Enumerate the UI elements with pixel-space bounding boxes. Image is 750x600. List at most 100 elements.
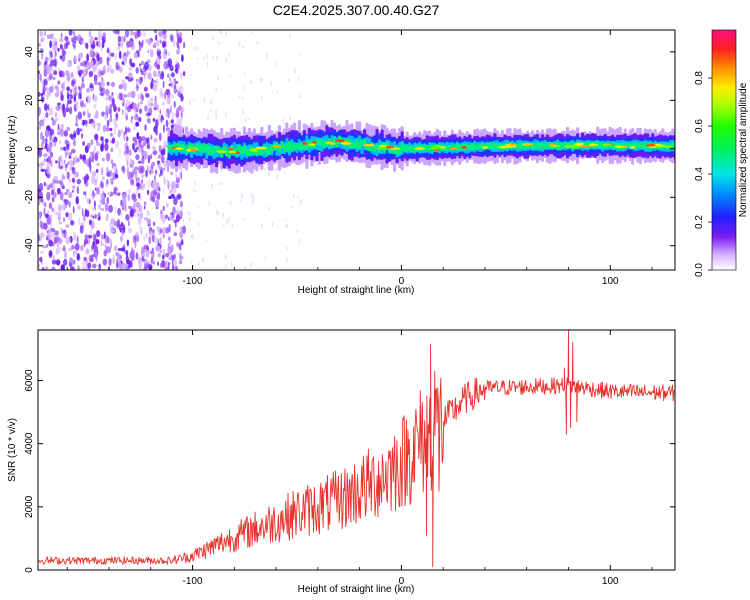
noise-cell — [93, 74, 98, 81]
noise-cell — [167, 51, 171, 57]
noise-cell — [62, 71, 65, 78]
noise-cell — [127, 171, 132, 180]
noise-cell — [155, 169, 158, 175]
y-tick-label: 4000 — [24, 432, 35, 455]
noise-cell — [250, 80, 252, 85]
noise-cell — [225, 57, 228, 64]
noise-cell — [205, 239, 208, 242]
signal-cell — [300, 142, 304, 150]
noise-cell — [46, 165, 50, 175]
noise-cell — [60, 44, 63, 50]
noise-cell — [38, 199, 41, 206]
noise-cell — [71, 219, 73, 226]
noise-cell — [39, 220, 43, 228]
noise-cell — [261, 222, 263, 228]
noise-cell — [121, 99, 124, 104]
noise-cell — [243, 217, 246, 221]
noise-cell — [153, 187, 156, 197]
noise-cell — [45, 183, 49, 188]
noise-cell — [47, 230, 53, 238]
noise-cell — [67, 40, 70, 46]
noise-cell — [48, 49, 51, 56]
noise-cell — [188, 217, 191, 221]
noise-cell — [91, 194, 95, 200]
signal-peak-cell — [175, 147, 184, 150]
noise-cell — [43, 181, 47, 187]
noise-cell — [131, 116, 134, 120]
signal-cell — [265, 147, 269, 156]
noise-cell — [181, 54, 184, 63]
noise-cell — [150, 230, 152, 239]
noise-cell — [38, 125, 42, 130]
noise-cell — [147, 179, 152, 189]
noise-cell — [149, 38, 152, 45]
noise-cell — [94, 207, 96, 211]
noise-cell — [176, 194, 181, 200]
noise-cell — [124, 108, 129, 118]
noise-cell — [92, 215, 95, 219]
noise-cell — [88, 30, 92, 38]
noise-cell — [76, 253, 80, 261]
noise-cell — [117, 92, 122, 100]
noise-cell — [154, 137, 158, 143]
y-tick-label: 40 — [24, 46, 35, 58]
x-tick-label: 100 — [602, 576, 619, 587]
noise-cell — [138, 216, 141, 224]
noise-cell — [55, 160, 58, 164]
noise-cell — [182, 218, 185, 223]
signal-cell — [465, 143, 469, 150]
noise-cell — [68, 159, 73, 166]
signal-peak-cell — [433, 144, 441, 148]
spectrogram-panel: -100 0 100 -40 -20 0 20 40 Height of straight l… — [7, 29, 676, 296]
noise-cell — [164, 91, 167, 100]
noise-cell — [44, 266, 49, 270]
noise-cell — [203, 97, 206, 104]
noise-cell — [64, 192, 68, 196]
noise-cell — [48, 184, 53, 189]
noise-cell — [299, 53, 302, 56]
signal-cell — [403, 145, 407, 152]
noise-cell — [125, 214, 130, 221]
noise-cell — [49, 53, 53, 59]
noise-cell — [72, 139, 77, 147]
noise-cell — [178, 251, 180, 256]
signal-peak-cell — [602, 143, 612, 147]
noise-cell — [127, 227, 132, 234]
noise-cell — [147, 189, 150, 196]
noise-cell — [152, 260, 156, 265]
noise-cell — [210, 98, 212, 105]
noise-cell — [68, 201, 71, 208]
noise-cell — [176, 107, 180, 114]
noise-cell — [156, 104, 159, 112]
signal-cell — [488, 142, 492, 150]
noise-cell — [79, 225, 84, 234]
snr-y-label: SNR (10 * v/v) — [7, 418, 18, 482]
signal-cell — [267, 146, 271, 155]
noise-cell — [137, 50, 140, 58]
noise-cell — [57, 80, 61, 85]
noise-cell — [93, 176, 99, 184]
noise-cell — [160, 116, 165, 121]
noise-cell — [50, 59, 55, 67]
noise-cell — [116, 191, 119, 197]
noise-cell — [87, 95, 91, 104]
noise-cell — [106, 126, 110, 132]
noise-cell — [44, 30, 46, 36]
noise-cell — [168, 214, 173, 221]
noise-cell — [99, 92, 104, 96]
noise-cell — [97, 212, 101, 217]
noise-cell — [39, 232, 45, 239]
noise-cell — [42, 37, 45, 42]
noise-cell — [143, 248, 148, 253]
noise-cell — [125, 126, 128, 135]
noise-cell — [46, 191, 51, 201]
noise-cell — [51, 188, 55, 196]
noise-cell — [180, 106, 185, 113]
noise-cell — [106, 167, 109, 174]
noise-cell — [215, 88, 217, 93]
noise-cell — [241, 193, 243, 198]
noise-cell — [222, 212, 224, 218]
noise-cell — [76, 178, 82, 185]
noise-cell — [86, 175, 90, 181]
noise-cell — [106, 236, 110, 244]
